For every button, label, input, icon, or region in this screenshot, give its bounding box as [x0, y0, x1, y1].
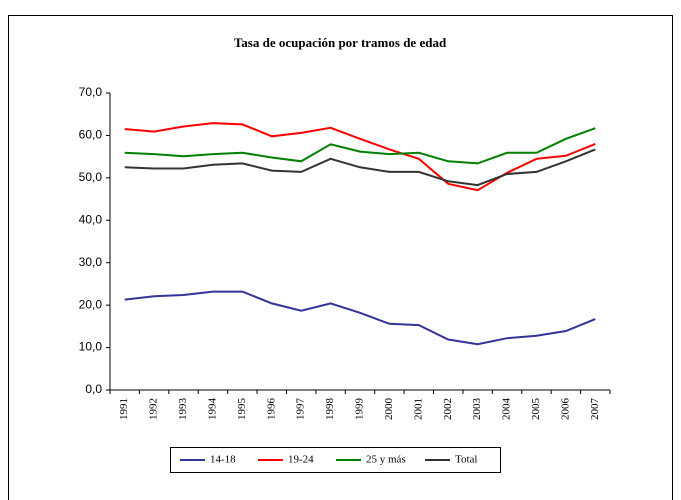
- x-tick-label: 1993: [177, 398, 189, 421]
- x-tick-label: 2002: [442, 398, 454, 420]
- legend-label: 19-24: [288, 454, 314, 466]
- x-tick-label: 1998: [324, 398, 336, 421]
- x-tick-label: 2003: [471, 398, 483, 421]
- series-line: [124, 148, 596, 187]
- x-tick-label: 1997: [295, 398, 307, 421]
- y-tick-label: 10,0: [79, 340, 103, 354]
- x-tick-label: 2001: [412, 398, 424, 420]
- y-tick-label: 70,0: [79, 85, 103, 99]
- x-tick-label: 1994: [206, 398, 218, 421]
- y-tick-label: 40,0: [79, 212, 103, 226]
- y-tick-label: 0,0: [85, 382, 102, 396]
- x-tick-label: 1996: [265, 398, 277, 421]
- chart-title: Tasa de ocupación por tramos de edad: [234, 35, 447, 50]
- x-tick-label: 1999: [354, 398, 366, 421]
- x-tick-label: 2004: [501, 398, 513, 421]
- series-line: [124, 122, 596, 192]
- chart-frame: [8, 15, 673, 500]
- y-tick-label: 30,0: [79, 255, 103, 269]
- y-tick-label: 60,0: [79, 128, 103, 142]
- x-tick-label: 2000: [383, 398, 395, 421]
- legend-label: 25 y más: [366, 454, 406, 466]
- x-tick-label: 2005: [530, 398, 542, 421]
- legend-label: 14-18: [210, 454, 236, 466]
- y-tick-label: 50,0: [79, 170, 103, 184]
- x-tick-label: 1995: [236, 398, 248, 421]
- y-tick-label: 20,0: [79, 297, 103, 311]
- x-tick-label: 1991: [118, 398, 130, 420]
- x-tick-label: 2007: [589, 398, 601, 421]
- x-tick-label: 2006: [559, 398, 571, 421]
- x-tick-label: 1992: [148, 398, 160, 420]
- legend-label: Total: [455, 454, 477, 466]
- series-line: [124, 290, 596, 346]
- series-line: [124, 127, 596, 165]
